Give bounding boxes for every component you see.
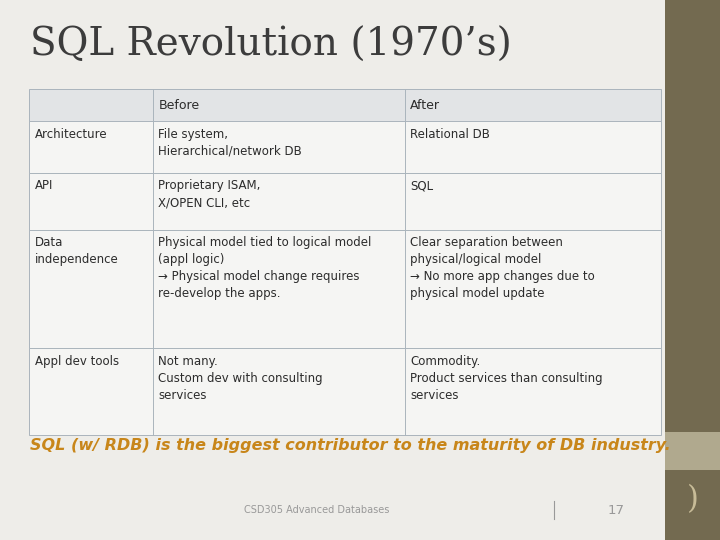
Text: Clear separation between
physical/logical model
→ No more app changes due to
phy: Clear separation between physical/logica… <box>410 236 595 300</box>
Text: ): ) <box>687 484 698 515</box>
Bar <box>29 348 661 435</box>
Text: Architecture: Architecture <box>35 128 107 141</box>
Bar <box>665 432 720 470</box>
Bar <box>29 230 661 348</box>
Text: After: After <box>410 99 441 112</box>
Text: Data
independence: Data independence <box>35 236 118 266</box>
Text: SQL Revolution (1970’s): SQL Revolution (1970’s) <box>30 27 512 64</box>
Bar <box>665 0 720 540</box>
Bar <box>29 122 661 173</box>
Text: 17: 17 <box>607 504 624 517</box>
Text: SQL: SQL <box>410 179 433 192</box>
Text: Commodity.
Product services than consulting
services: Commodity. Product services than consult… <box>410 355 603 402</box>
Text: Relational DB: Relational DB <box>410 128 490 141</box>
Text: Appl dev tools: Appl dev tools <box>35 355 119 368</box>
Text: CSD305 Advanced Databases: CSD305 Advanced Databases <box>244 505 390 515</box>
Text: Physical model tied to logical model
(appl logic)
→ Physical model change requir: Physical model tied to logical model (ap… <box>158 236 372 300</box>
Text: Proprietary ISAM,
X/OPEN CLI, etc: Proprietary ISAM, X/OPEN CLI, etc <box>158 179 261 210</box>
Text: Before: Before <box>158 99 199 112</box>
Bar <box>29 173 661 230</box>
Text: Not many.
Custom dev with consulting
services: Not many. Custom dev with consulting ser… <box>158 355 323 402</box>
Text: SQL (w/ RDB) is the biggest contributor to the maturity of DB industry.: SQL (w/ RDB) is the biggest contributor … <box>30 438 671 453</box>
Text: File system,
Hierarchical/network DB: File system, Hierarchical/network DB <box>158 128 302 158</box>
Text: API: API <box>35 179 53 192</box>
Bar <box>29 89 661 122</box>
